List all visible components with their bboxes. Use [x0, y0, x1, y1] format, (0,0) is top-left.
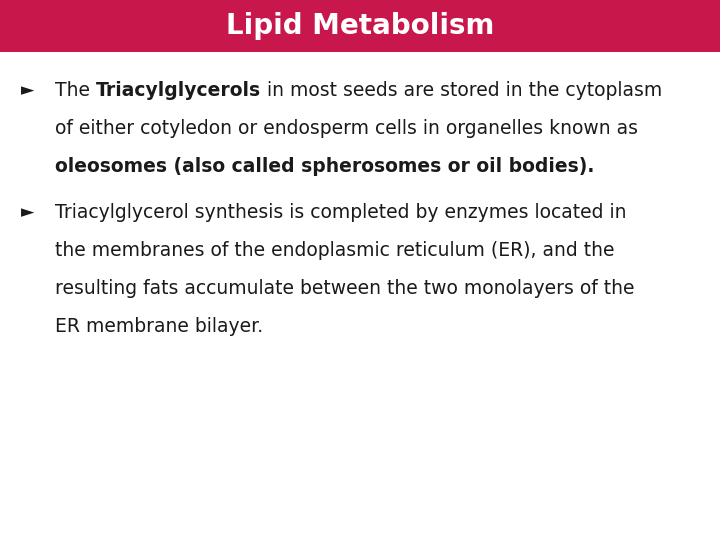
Text: ►: ► [22, 81, 35, 99]
Text: Triacylglycerol synthesis is completed by enzymes located in: Triacylglycerol synthesis is completed b… [55, 202, 626, 221]
Text: Lipid Metabolism: Lipid Metabolism [226, 12, 494, 40]
Text: of either cotyledon or endosperm cells in organelles known as: of either cotyledon or endosperm cells i… [55, 118, 638, 138]
Text: ►: ► [22, 203, 35, 221]
Text: The: The [55, 80, 96, 99]
Text: ER membrane bilayer.: ER membrane bilayer. [55, 316, 263, 335]
Text: the membranes of the endoplasmic reticulum (ER), and the: the membranes of the endoplasmic reticul… [55, 240, 614, 260]
Bar [0, 0, 720, 52]
Text: in most seeds are stored in the cytoplasm: in most seeds are stored in the cytoplas… [261, 80, 662, 99]
Text: oleosomes (also called spherosomes or oil bodies).: oleosomes (also called spherosomes or oi… [55, 157, 595, 176]
Text: Triacylglycerols: Triacylglycerols [96, 80, 261, 99]
Text: resulting fats accumulate between the two monolayers of the: resulting fats accumulate between the tw… [55, 279, 634, 298]
